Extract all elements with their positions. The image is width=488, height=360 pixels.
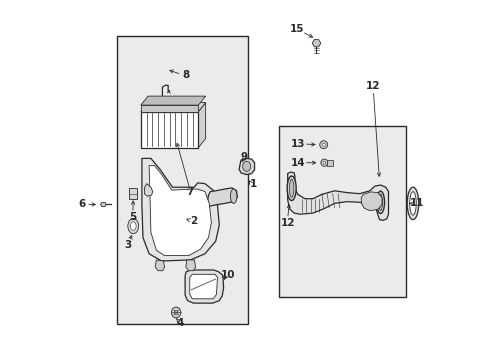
Polygon shape bbox=[361, 192, 381, 211]
Text: 2: 2 bbox=[189, 216, 197, 226]
Polygon shape bbox=[185, 260, 195, 271]
Text: 4: 4 bbox=[176, 318, 183, 328]
Text: 12: 12 bbox=[280, 218, 294, 228]
Text: 1: 1 bbox=[249, 179, 257, 189]
Text: 15: 15 bbox=[289, 24, 304, 34]
Polygon shape bbox=[144, 184, 152, 196]
Bar bbox=[117, 36, 247, 324]
Ellipse shape bbox=[320, 159, 327, 166]
Text: 13: 13 bbox=[290, 139, 305, 149]
Polygon shape bbox=[101, 202, 106, 207]
Polygon shape bbox=[141, 103, 205, 112]
Polygon shape bbox=[142, 158, 219, 261]
Ellipse shape bbox=[171, 307, 181, 318]
Text: 10: 10 bbox=[221, 270, 235, 280]
Polygon shape bbox=[198, 103, 205, 148]
Ellipse shape bbox=[378, 194, 382, 211]
Polygon shape bbox=[149, 166, 211, 256]
Text: 8: 8 bbox=[182, 69, 189, 80]
Ellipse shape bbox=[319, 141, 327, 149]
Polygon shape bbox=[311, 40, 320, 47]
Ellipse shape bbox=[286, 176, 296, 201]
Bar bbox=[326, 160, 332, 166]
Ellipse shape bbox=[376, 191, 384, 213]
Ellipse shape bbox=[127, 219, 139, 234]
Bar bbox=[278, 126, 406, 297]
Text: 9: 9 bbox=[240, 152, 247, 162]
Bar bbox=[141, 105, 198, 112]
Ellipse shape bbox=[230, 189, 237, 203]
Bar bbox=[141, 112, 198, 148]
Text: 6: 6 bbox=[78, 199, 85, 210]
Polygon shape bbox=[185, 270, 223, 303]
Polygon shape bbox=[206, 188, 237, 207]
Polygon shape bbox=[239, 158, 254, 175]
Polygon shape bbox=[155, 260, 164, 271]
Text: 3: 3 bbox=[123, 240, 131, 250]
Text: 12: 12 bbox=[366, 81, 380, 91]
Ellipse shape bbox=[409, 192, 415, 215]
Polygon shape bbox=[287, 172, 387, 220]
Ellipse shape bbox=[407, 187, 418, 220]
Ellipse shape bbox=[322, 161, 325, 164]
Text: 14: 14 bbox=[290, 158, 305, 168]
Text: 7: 7 bbox=[186, 186, 193, 197]
Text: 11: 11 bbox=[408, 198, 423, 208]
Ellipse shape bbox=[130, 222, 136, 230]
Text: 5: 5 bbox=[129, 212, 136, 222]
Ellipse shape bbox=[242, 161, 250, 171]
Bar bbox=[129, 188, 137, 199]
Ellipse shape bbox=[289, 179, 293, 197]
Polygon shape bbox=[141, 96, 205, 105]
Ellipse shape bbox=[174, 310, 178, 315]
Ellipse shape bbox=[322, 143, 325, 147]
Polygon shape bbox=[189, 274, 217, 299]
